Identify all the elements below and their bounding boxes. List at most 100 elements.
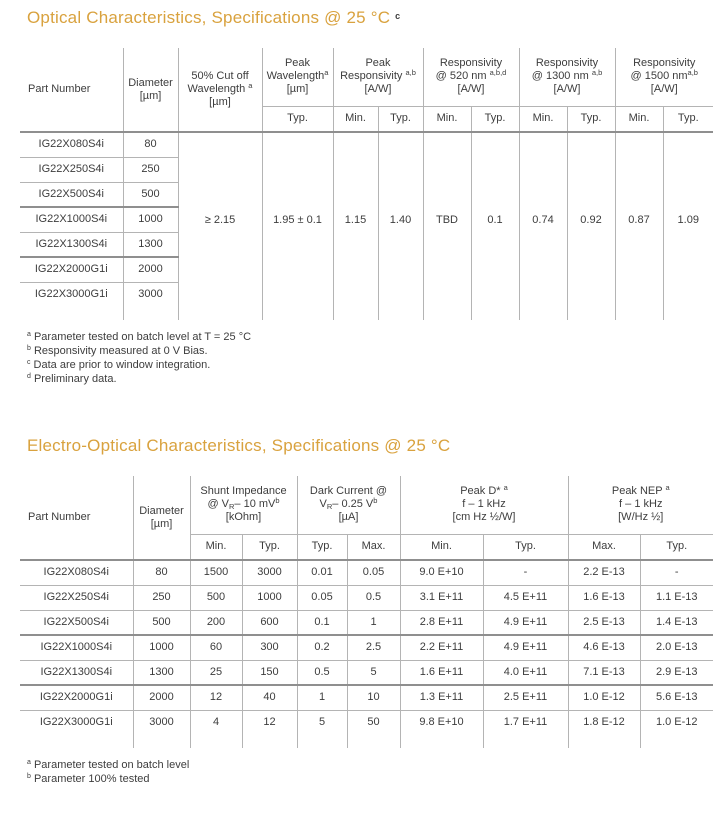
value-cell: 500 <box>122 182 179 208</box>
part-number-cell: IG22X500S4i <box>19 610 134 636</box>
value-cell: 40 <box>241 684 298 711</box>
value-cell: 5 <box>346 660 401 686</box>
subheader-cell: Typ. <box>639 534 714 561</box>
merged-value-cell: 0.74 <box>518 132 568 307</box>
value-cell: 3.1 E+11 <box>399 585 484 611</box>
column-header: Responsivity @ 520 nm a,b,d [A/W] <box>422 48 520 107</box>
subheader-cell: Typ. <box>662 106 714 133</box>
value-cell: 2.5 E+11 <box>482 684 569 711</box>
electro-optical-characteristics-table: Part Number Diameter [µm] Shunt Impedance @ … <box>19 476 714 748</box>
value-cell: 2000 <box>132 684 191 711</box>
table-overhang-row <box>19 735 714 748</box>
footnote: d Preliminary data. <box>27 373 117 385</box>
column-header: Peak Responsivity a,b [A/W] <box>332 48 424 107</box>
subheader-cell: Min. <box>399 534 484 561</box>
footnote: b Responsivity measured at 0 V Bias. <box>27 345 208 357</box>
value-cell: 9.8 E+10 <box>399 710 484 735</box>
value-cell: 2.0 E-13 <box>639 634 714 661</box>
column-header: Shunt Impedance @ VR– 10 mVb [kOhm] <box>189 476 298 535</box>
subheader-cell: Max. <box>346 534 401 561</box>
part-number-cell: IG22X1300S4i <box>19 660 134 686</box>
merged-value-cell: 1.09 <box>662 132 714 307</box>
merged-value-cell: 1.15 <box>332 132 379 307</box>
value-cell: 0.1 <box>296 610 348 636</box>
table-row: IG22X1000S4i 1000 <box>19 206 713 233</box>
table-row: IG22X500S4i 500 200 600 0.1 1 2.8 E+11 4.9 E+11… <box>19 610 714 636</box>
part-number-cell: IG22X1000S4i <box>19 634 134 661</box>
spacer-cell <box>346 735 401 748</box>
value-cell: 1.6 E-13 <box>567 585 641 611</box>
value-cell: 50 <box>346 710 401 735</box>
subheader-cell: Typ. <box>470 106 520 133</box>
value-cell: - <box>482 560 569 586</box>
value-cell: 1.1 E-13 <box>639 585 714 611</box>
value-cell: 4.6 E-13 <box>567 634 641 661</box>
subheader-cell: Min. <box>422 106 472 133</box>
column-header: Diameter [µm] <box>132 476 191 561</box>
value-cell: 1.0 E-12 <box>567 684 641 711</box>
footnote: c Data are prior to window integration. <box>27 359 211 371</box>
column-header: Diameter [µm] <box>122 48 179 133</box>
spacer-cell <box>296 735 348 748</box>
value-cell: 2.8 E+11 <box>399 610 484 636</box>
table-row: IG22X3000G1i 3000 <box>19 282 713 307</box>
value-cell: 3000 <box>122 282 179 307</box>
value-cell: 7.1 E-13 <box>567 660 641 686</box>
electro-footnotes: a Parameter tested on batch level b Param… <box>27 758 726 786</box>
value-cell: 4.9 E+11 <box>482 610 569 636</box>
electro-section-title: Electro-Optical Characteristics, Specifi… <box>27 436 451 455</box>
value-cell: 80 <box>132 560 191 586</box>
table-row: IG22X250S4i 250 <box>19 157 713 183</box>
subheader-cell: Typ. <box>296 534 348 561</box>
column-header: 50% Cut off Wavelength a [µm] <box>177 48 263 133</box>
value-cell: 2.2 E+11 <box>399 634 484 661</box>
section-spacer <box>0 386 726 436</box>
merged-value-cell: 1.95 ± 0.1 <box>261 132 334 307</box>
spacer-cell <box>241 735 298 748</box>
value-cell: 1.8 E-12 <box>567 710 641 735</box>
spacer-cell <box>19 307 124 320</box>
subheader-cell: Min. <box>614 106 664 133</box>
merged-value-cell: 0.92 <box>566 132 616 307</box>
value-cell: 1 <box>346 610 401 636</box>
spacer-cell <box>614 307 664 320</box>
value-cell: 9.0 E+10 <box>399 560 484 586</box>
value-cell: 0.05 <box>346 560 401 586</box>
value-cell: 0.2 <box>296 634 348 661</box>
part-number-cell: IG22X3000G1i <box>19 710 134 735</box>
value-cell: 0.5 <box>296 660 348 686</box>
table-row: IG22X080S4i 80 ≥ 2.15 1.95 ± 0.1 1.15 1.40 TBD… <box>19 132 714 307</box>
subheader-cell: Min. <box>518 106 568 133</box>
part-number-cell: IG22X250S4i <box>19 585 134 611</box>
table-row: IG22X2000G1i 2000 <box>19 256 713 283</box>
value-cell: 500 <box>189 585 243 611</box>
table-row: IG22X3000G1i 3000 4 12 5 50 9.8 E+10 1.7 E+11 1.… <box>19 710 714 735</box>
value-cell: 1.6 E+11 <box>399 660 484 686</box>
optical-characteristics-table: Part Number Diameter [µm] 50% Cut off Wavele… <box>19 48 714 320</box>
value-cell: 300 <box>241 634 298 661</box>
table-row: IG22X250S4i 250 500 1000 0.05 0.5 3.1 E+11 4.5 … <box>19 585 714 611</box>
subheader-cell: Max. <box>567 534 641 561</box>
spacer-cell <box>399 735 484 748</box>
value-cell: 1300 <box>132 660 191 686</box>
spacer-cell <box>470 307 520 320</box>
value-cell: 2000 <box>122 256 179 283</box>
footnote: a Parameter tested on batch level <box>27 759 190 771</box>
part-number-cell: IG22X500S4i <box>19 182 124 208</box>
subheader-cell: Typ. <box>261 106 334 133</box>
value-cell: 4.9 E+11 <box>482 634 569 661</box>
value-cell: 1000 <box>241 585 298 611</box>
merged-value-cell: TBD <box>422 132 472 307</box>
value-cell: 1.4 E-13 <box>639 610 714 636</box>
spacer-cell <box>639 735 714 748</box>
part-number-cell: IG22X2000G1i <box>19 684 134 711</box>
spacer-cell <box>19 735 134 748</box>
table-overhang-row <box>19 307 714 320</box>
part-number-cell: IG22X250S4i <box>19 157 124 183</box>
part-number-cell: IG22X080S4i <box>19 132 124 158</box>
value-cell: 500 <box>132 610 191 636</box>
column-header: Peak Wavelengtha [µm] <box>261 48 334 107</box>
value-cell: 10 <box>346 684 401 711</box>
